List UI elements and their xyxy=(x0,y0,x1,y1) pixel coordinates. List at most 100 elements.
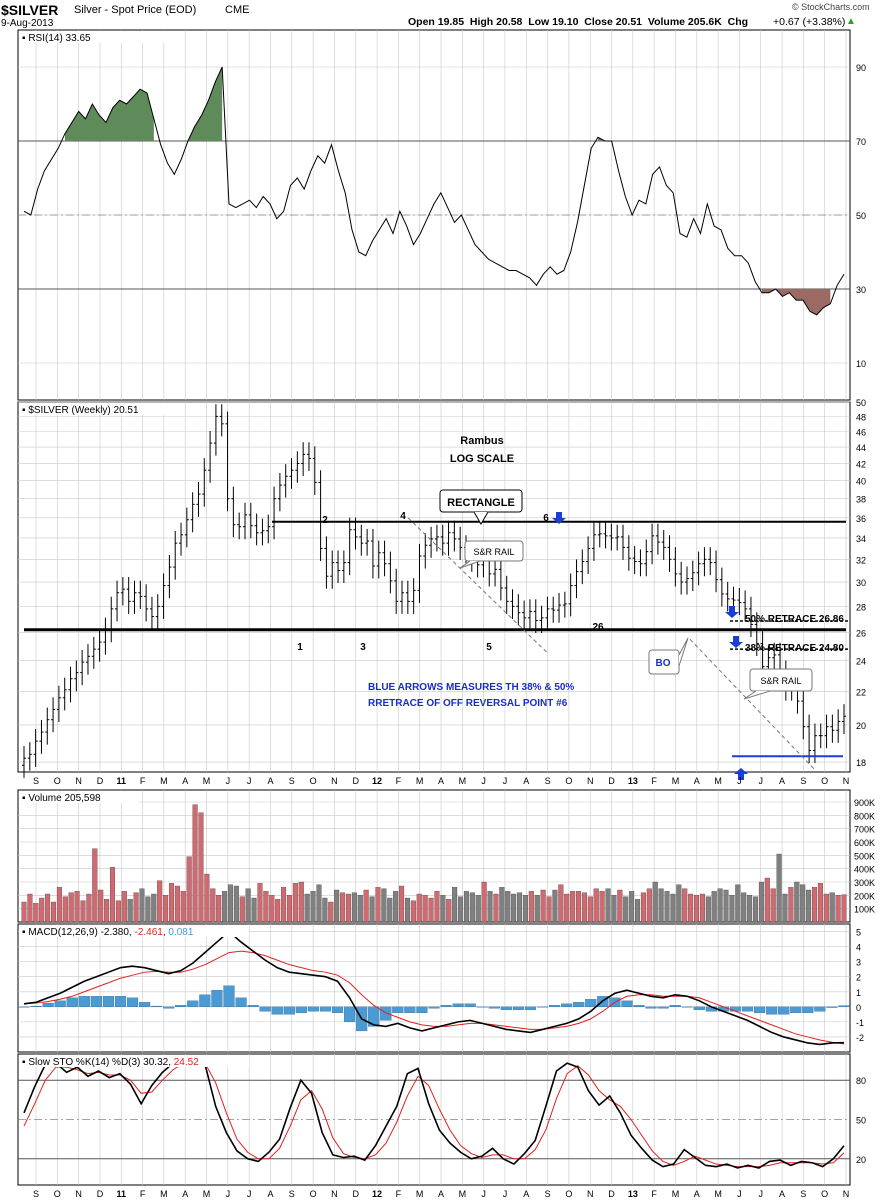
month-tick-label: A xyxy=(523,1189,529,1199)
month-tick-label: O xyxy=(821,776,828,786)
macd-signal-line xyxy=(23,950,845,1045)
volume-bar xyxy=(599,891,605,923)
volume-bar xyxy=(753,896,759,923)
volume-bar xyxy=(699,893,705,923)
volume-bar xyxy=(635,899,641,923)
rsi-label: ▪ RSI(14) 33.65 xyxy=(22,33,91,44)
volume-bar xyxy=(652,881,658,923)
volume-bar xyxy=(145,896,151,923)
ohlc-readout: Open 19.85 High 20.58 Low 19.10 Close 20… xyxy=(408,16,749,28)
volume-bar xyxy=(458,896,464,923)
volume-bar xyxy=(493,893,499,923)
month-tick-label: F xyxy=(651,776,657,786)
volume-bar xyxy=(747,895,753,923)
volume-bar xyxy=(281,887,287,923)
volume-bar xyxy=(198,812,204,923)
volume-label: ▪ Volume 205,598 xyxy=(22,793,101,804)
volume-bar xyxy=(817,883,823,923)
month-tick-label: S xyxy=(289,1189,295,1199)
volume-bar xyxy=(139,888,145,923)
symbol-description: Silver - Spot Price (EOD) xyxy=(74,4,197,16)
volume-bar xyxy=(552,889,558,923)
month-tick-label: 12 xyxy=(372,776,382,786)
date-label: 9-Aug-2013 xyxy=(1,18,54,29)
change-readout: +0.67 (+3.38%) xyxy=(773,16,846,28)
macd-histogram-bar xyxy=(440,1005,452,1007)
month-tick-label: M xyxy=(459,1189,467,1199)
month-tick-label: A xyxy=(779,1189,785,1199)
volume-bar xyxy=(363,889,369,923)
month-tick-label: M xyxy=(714,776,722,786)
macd-histogram-bar xyxy=(766,1006,778,1015)
volume-bar xyxy=(505,891,511,923)
volume-bar xyxy=(611,895,617,923)
rsi-overbought-area xyxy=(188,67,223,141)
volume-bar xyxy=(770,888,776,923)
month-tick-label: N xyxy=(843,1189,850,1199)
volume-bar xyxy=(558,884,564,923)
month-tick-label: A xyxy=(182,1189,188,1199)
month-tick-label: F xyxy=(651,1189,657,1199)
macd-histogram-bar xyxy=(561,1003,573,1007)
month-tick-label: M xyxy=(203,1189,211,1199)
symbol-title: $SILVER xyxy=(1,2,59,18)
volume-bar xyxy=(711,891,717,923)
exchange-label: CME xyxy=(225,4,250,16)
volume-bar xyxy=(322,897,328,923)
volume-bar xyxy=(593,888,599,923)
volume-bar xyxy=(670,893,676,923)
volume-bar xyxy=(340,892,346,923)
price-tick-label: 36 xyxy=(856,514,866,524)
month-tick-label: A xyxy=(182,776,188,786)
macd-histogram-bar xyxy=(645,1006,657,1009)
sto-k-line xyxy=(23,1059,845,1169)
month-tick-label: A xyxy=(267,776,273,786)
sto-tick-label: 80 xyxy=(856,1076,866,1086)
volume-bar xyxy=(393,891,399,923)
month-tick-label: D xyxy=(97,776,104,786)
volume-bar xyxy=(576,891,582,923)
rsi-tick-label: 70 xyxy=(856,137,866,147)
volume-bar xyxy=(351,892,357,923)
volume-bar xyxy=(168,883,174,923)
volume-bar xyxy=(86,893,92,923)
volume-bar xyxy=(39,897,45,923)
volume-bar xyxy=(286,895,292,923)
macd-histogram-bar xyxy=(30,1005,42,1007)
month-tick-label: J xyxy=(481,776,486,786)
macd-histogram-bar xyxy=(380,1006,392,1021)
macd-histogram-bar xyxy=(175,1005,187,1007)
volume-bar xyxy=(440,895,446,923)
macd-histogram-bar xyxy=(271,1006,283,1015)
macd-histogram-value: 0.081 xyxy=(168,927,193,938)
sto-label: ▪ Slow STO %K(14) %D(3) 30.32, 24.52 xyxy=(22,1057,199,1068)
month-tick-label: S xyxy=(800,1189,806,1199)
month-tick-label: S xyxy=(289,776,295,786)
volume-bar xyxy=(204,873,210,923)
month-tick-label: F xyxy=(140,1189,146,1199)
macd-histogram-bar xyxy=(573,1002,585,1007)
macd-histogram-bar xyxy=(464,1003,476,1007)
sr-rail-1-label: S&R RAIL xyxy=(473,547,514,557)
volume-bar xyxy=(369,896,375,923)
volume-bar xyxy=(416,893,422,923)
macd-histogram-bar xyxy=(114,996,127,1007)
macd-tick-label: -1 xyxy=(856,1018,864,1028)
up-arrow-icon: ▲ xyxy=(846,16,856,27)
volume-tick-label: 200K xyxy=(854,891,875,901)
month-tick-label: S xyxy=(545,1189,551,1199)
volume-bar xyxy=(823,893,829,923)
volume-bar xyxy=(841,894,847,923)
volume-bar xyxy=(694,895,700,923)
macd-line xyxy=(23,930,845,1046)
macd-histogram-bar xyxy=(66,997,78,1007)
month-tick-label: S xyxy=(33,776,39,786)
month-tick-label: J xyxy=(758,776,763,786)
retrace-50-label: 50% RETRACE 26.86 xyxy=(745,614,844,625)
price-tick-label: 38 xyxy=(856,495,866,505)
macd-histogram-bar xyxy=(790,1006,802,1013)
volume-bar xyxy=(629,891,635,923)
rambus-label: Rambus xyxy=(460,435,503,447)
month-tick-label: D xyxy=(352,776,359,786)
volume-bar xyxy=(605,888,611,923)
